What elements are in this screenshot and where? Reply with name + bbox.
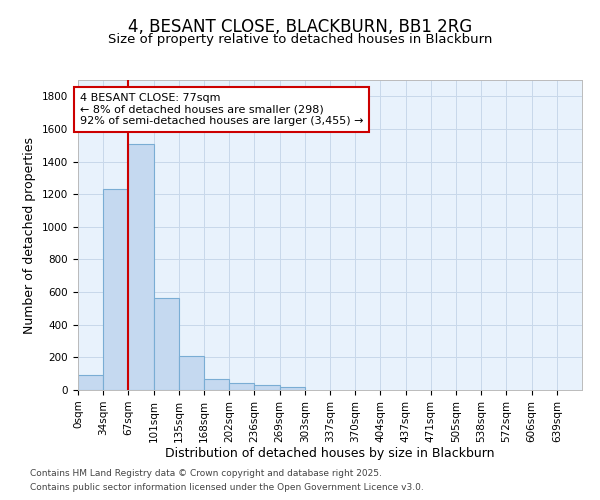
- Bar: [128, 144, 154, 390]
- Bar: [78, 376, 103, 390]
- Text: Contains HM Land Registry data © Crown copyright and database right 2025.: Contains HM Land Registry data © Crown c…: [30, 468, 382, 477]
- Y-axis label: Number of detached properties: Number of detached properties: [23, 136, 37, 334]
- Bar: [179, 356, 204, 390]
- Bar: [154, 298, 179, 390]
- Bar: [204, 380, 229, 390]
- Text: Contains public sector information licensed under the Open Government Licence v3: Contains public sector information licen…: [30, 484, 424, 492]
- Bar: [103, 190, 128, 390]
- Text: Size of property relative to detached houses in Blackburn: Size of property relative to detached ho…: [108, 32, 492, 46]
- Text: 4, BESANT CLOSE, BLACKBURN, BB1 2RG: 4, BESANT CLOSE, BLACKBURN, BB1 2RG: [128, 18, 472, 36]
- Bar: [254, 385, 280, 390]
- Bar: [229, 382, 254, 390]
- Bar: [280, 386, 305, 390]
- X-axis label: Distribution of detached houses by size in Blackburn: Distribution of detached houses by size …: [165, 448, 495, 460]
- Text: 4 BESANT CLOSE: 77sqm
← 8% of detached houses are smaller (298)
92% of semi-deta: 4 BESANT CLOSE: 77sqm ← 8% of detached h…: [80, 93, 363, 126]
